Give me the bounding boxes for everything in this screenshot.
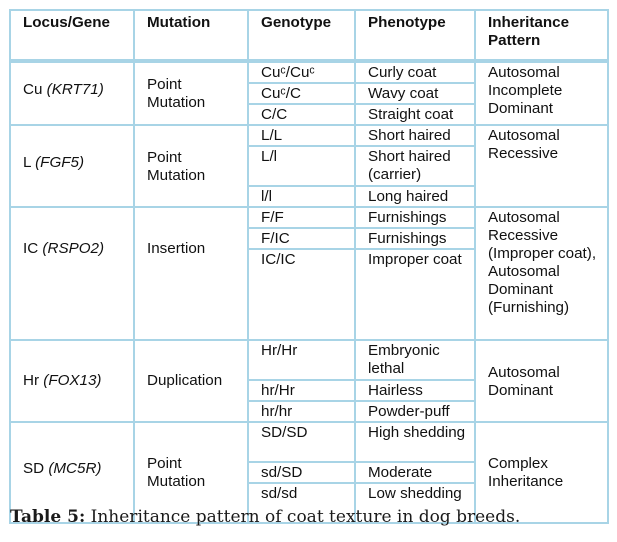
table-row: IC/IC Improper coat — [10, 248, 608, 341]
phenotype-cell: Furnishings — [354, 227, 476, 250]
genotype-cell: F/F — [247, 206, 356, 229]
genotype-cell: sd/sd — [247, 482, 356, 524]
genotype-cell: hr/hr — [247, 400, 356, 423]
table-row: F/IC Furnishings — [10, 227, 608, 250]
locus-symbol: L — [23, 153, 31, 171]
table-body: Cu (KRT71) Point Mutation Cuᶜ/Cuᶜ Curly coa… — [9, 60, 609, 524]
gene-name: (FOX13) — [43, 371, 102, 389]
header-genotype: Genotype — [247, 9, 356, 63]
phenotype-cell: Improper coat — [354, 248, 476, 341]
inheritance-cell: Autosomal Recessive — [474, 124, 609, 208]
table-row: sd/SD Moderate — [10, 461, 608, 484]
header-row: Locus/Gene Mutation Genotype Phenotype I… — [9, 9, 609, 63]
table-row: sd/sd Low shedding — [10, 482, 608, 524]
phenotype-cell: High shedding — [354, 421, 476, 463]
mutation-cell: Point Mutation — [133, 60, 249, 126]
inheritance-cell: Complex Inheritance — [474, 421, 609, 524]
caption-label: Table 5: — [10, 507, 86, 527]
inheritance-cell: Autosomal Recessive (Improper coat), Aut… — [474, 206, 609, 341]
inheritance-cell: Autosomal Dominant — [474, 339, 609, 423]
genotype-cell: Hr/Hr — [247, 339, 356, 381]
genotype-cell: sd/SD — [247, 461, 356, 484]
locus-symbol: SD — [23, 460, 45, 477]
header-phenotype: Phenotype — [354, 9, 476, 63]
table-row: hr/hr Powder-puff — [10, 400, 608, 423]
locus-cell: Hr (FOX13) — [9, 339, 135, 423]
header-mutation: Mutation — [133, 9, 249, 63]
locus-cell: Cu (KRT71) — [9, 60, 135, 126]
gene-name: (MC5R) — [48, 460, 102, 477]
locus-symbol: IC — [23, 240, 39, 257]
phenotype-cell: Powder-puff — [354, 400, 476, 423]
phenotype-cell: Short haired (carrier) — [354, 145, 476, 187]
genotype-cell: C/C — [247, 103, 356, 126]
table-row: hr/Hr Hairless — [10, 379, 608, 402]
table-row: Hr (FOX13) Duplication Hr/Hr Embryonic leth… — [9, 339, 609, 423]
phenotype-cell: Embryonic lethal — [354, 339, 476, 381]
locus-cell: IC (RSPO2) — [9, 206, 135, 341]
genotype-cell: hr/Hr — [247, 379, 356, 402]
phenotype-cell: Furnishings — [354, 206, 476, 229]
table-row: l/l Long haired — [10, 185, 608, 208]
locus-cell: L (FGF5) — [9, 124, 135, 208]
genotype-cell: IC/IC — [247, 248, 356, 341]
phenotype-cell: Short haired — [354, 124, 476, 147]
genotype-cell: L/L — [247, 124, 356, 147]
mutation-cell: Duplication — [133, 339, 249, 423]
genotype-cell: Cuᶜ/Cuᶜ — [247, 60, 356, 84]
table-row: IC (RSPO2) Insertion F/F Furnishings Autosom… — [9, 206, 609, 341]
mutation-cell: Point Mutation — [133, 421, 249, 524]
locus-symbol: Cu — [23, 81, 43, 98]
mutation-cell: Point Mutation — [133, 124, 249, 208]
inheritance-cell: Autosomal Incomplete Dominant — [474, 60, 609, 126]
table-row: L/l Short haired (carrier) — [10, 145, 608, 187]
caption-text: Inheritance pattern of coat texture in d… — [85, 507, 521, 527]
gene-name: (FGF5) — [35, 153, 85, 171]
inheritance-table: Locus/Gene Mutation Genotype Phenotype I… — [9, 9, 609, 524]
genotype-cell: l/l — [247, 185, 356, 208]
phenotype-cell: Curly coat — [354, 60, 476, 84]
phenotype-cell: Low shedding — [354, 482, 476, 524]
table-row: Cu (KRT71) Point Mutation Cuᶜ/Cuᶜ Curly coa… — [9, 60, 609, 126]
gene-name: (KRT71) — [46, 81, 104, 98]
locus-symbol: Hr — [23, 371, 40, 389]
phenotype-cell: Straight coat — [354, 103, 476, 126]
table-row: C/C Straight coat — [10, 103, 608, 126]
table-caption: Table 5: Inheritance pattern of coat tex… — [10, 507, 520, 527]
phenotype-cell: Hairless — [354, 379, 476, 402]
phenotype-cell: Moderate — [354, 461, 476, 484]
mutation-cell: Insertion — [133, 206, 249, 341]
phenotype-cell: Wavy coat — [354, 82, 476, 105]
phenotype-cell: Long haired — [354, 185, 476, 208]
header-inheritance: Inheritance Pattern — [474, 9, 609, 63]
genotype-cell: F/IC — [247, 227, 356, 250]
genotype-cell: L/l — [247, 145, 356, 187]
gene-name: (RSPO2) — [42, 240, 105, 257]
table-row: Cuᶜ/C Wavy coat — [10, 82, 608, 105]
table-row: SD (MC5R) Point Mutation SD/SD High sheddin… — [9, 421, 609, 524]
locus-cell: SD (MC5R) — [9, 421, 135, 524]
genotype-cell: SD/SD — [247, 421, 356, 463]
header-locus: Locus/Gene — [9, 9, 135, 63]
genotype-cell: Cuᶜ/C — [247, 82, 356, 105]
table-row: L (FGF5) Point Mutation L/L Short haired Aut… — [9, 124, 609, 208]
